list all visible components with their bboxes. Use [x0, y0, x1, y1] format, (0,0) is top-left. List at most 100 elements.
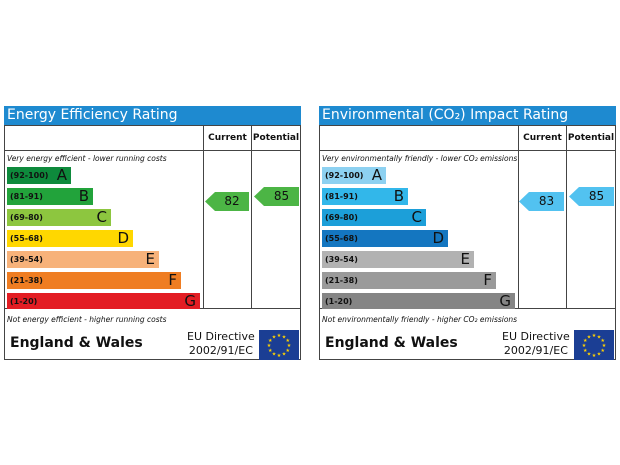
band-letter: B — [78, 187, 89, 205]
band-range: (92-100) — [325, 171, 364, 180]
panel-title: Energy Efficiency Rating — [4, 106, 301, 125]
svg-text:★: ★ — [277, 353, 282, 359]
band-letter: E — [145, 250, 155, 268]
band-range: (69-80) — [325, 213, 358, 222]
svg-text:★: ★ — [600, 338, 605, 344]
band-range: (21-38) — [10, 276, 43, 285]
column-divider — [203, 126, 204, 308]
potential-column-header: Potential — [567, 133, 615, 143]
top-note: Very energy efficient - lower running co… — [7, 154, 167, 163]
directive-line: EU Directive — [187, 330, 255, 343]
band-f: (21-38) F — [7, 272, 181, 289]
arrow-shape — [205, 192, 249, 211]
band-letter: F — [168, 271, 177, 289]
band-range: (39-54) — [10, 255, 43, 264]
eu-flag-icon: ★ ★★★★★★★★★★★ — [574, 330, 614, 360]
panel-title: Environmental (CO₂) Impact Rating — [319, 106, 616, 125]
directive-line: 2002/91/EC — [503, 344, 568, 357]
band-e: (39-54) E — [7, 251, 159, 268]
band-b: (81-91) B — [7, 188, 93, 205]
rating-frame: Current Potential Very energy efficient … — [4, 125, 301, 360]
svg-text:★: ★ — [592, 353, 597, 359]
column-divider — [566, 126, 567, 308]
band-letter: C — [411, 208, 422, 226]
eu-flag-icon: ★ ★★★★★★★★★★★ — [259, 330, 299, 360]
svg-text:★: ★ — [582, 343, 587, 349]
band-a: (92-100) A — [322, 167, 386, 184]
svg-text:★: ★ — [277, 333, 282, 339]
band-letter: A — [371, 166, 382, 184]
header-divider — [5, 150, 300, 151]
band-range: (81-91) — [325, 192, 358, 201]
svg-text:★: ★ — [268, 348, 273, 354]
band-d: (55-68) D — [7, 230, 133, 247]
band-range: (1-20) — [10, 297, 38, 306]
svg-text:★: ★ — [602, 343, 607, 349]
region-label: England & Wales — [325, 335, 458, 351]
energy-efficiency-panel: Energy Efficiency Rating Current Potenti… — [4, 106, 301, 360]
band-letter: G — [184, 292, 196, 310]
band-range: (81-91) — [10, 192, 43, 201]
svg-text:★: ★ — [592, 333, 597, 339]
svg-text:★: ★ — [267, 343, 272, 349]
environmental-impact-panel: Environmental (CO₂) Impact Rating Curren… — [319, 106, 616, 360]
bottom-note: Not energy efficient - higher running co… — [7, 315, 167, 324]
current-rating-value: 82 — [224, 194, 240, 208]
svg-text:★: ★ — [272, 352, 277, 358]
band-letter: E — [460, 250, 470, 268]
directive-line: 2002/91/EC — [188, 344, 253, 357]
current-rating-value: 83 — [538, 194, 555, 208]
svg-text:★: ★ — [272, 334, 277, 340]
band-range: (55-68) — [10, 234, 43, 243]
svg-text:★: ★ — [587, 352, 592, 358]
current-rating-arrow: 83 — [519, 192, 564, 211]
svg-text:★: ★ — [600, 348, 605, 354]
band-e: (39-54) E — [322, 251, 474, 268]
svg-text:★: ★ — [587, 334, 592, 340]
band-a: (92-100) A — [7, 167, 71, 184]
band-letter: D — [117, 229, 129, 247]
svg-text:★: ★ — [282, 352, 287, 358]
svg-text:★: ★ — [285, 338, 290, 344]
eu-directive: EU Directive 2002/91/EC — [502, 330, 570, 358]
band-c: (69-80) C — [7, 209, 111, 226]
svg-text:★: ★ — [597, 334, 602, 340]
rating-frame: Current Potential Very environmentally f… — [319, 125, 616, 360]
directive-line: EU Directive — [502, 330, 570, 343]
column-divider — [518, 126, 519, 308]
column-divider — [251, 126, 252, 308]
potential-column-header: Potential — [252, 133, 300, 143]
svg-text:★: ★ — [268, 338, 273, 344]
arrow-shape — [519, 192, 564, 211]
eu-directive: EU Directive 2002/91/EC — [187, 330, 255, 358]
arrow-shape — [569, 187, 614, 206]
top-note: Very environmentally friendly - lower CO… — [322, 154, 518, 163]
band-letter: G — [499, 292, 511, 310]
band-b: (81-91) B — [322, 188, 408, 205]
band-range: (92-100) — [10, 171, 49, 180]
band-c: (69-80) C — [322, 209, 426, 226]
svg-text:★: ★ — [583, 338, 588, 344]
band-range: (39-54) — [325, 255, 358, 264]
current-column-header: Current — [523, 133, 562, 143]
band-g: (1-20) G — [322, 293, 515, 309]
band-d: (55-68) D — [322, 230, 448, 247]
potential-rating-value: 85 — [273, 189, 290, 203]
bottom-note: Not environmentally friendly - higher CO… — [322, 315, 518, 324]
band-letter: D — [432, 229, 444, 247]
potential-rating-value: 85 — [588, 189, 605, 203]
arrow-shape — [254, 187, 299, 206]
band-letter: B — [393, 187, 404, 205]
potential-rating-arrow: 85 — [254, 187, 299, 206]
band-g: (1-20) G — [7, 293, 200, 309]
svg-text:★: ★ — [285, 348, 290, 354]
band-letter: C — [96, 208, 107, 226]
band-range: (55-68) — [325, 234, 358, 243]
svg-text:★: ★ — [597, 352, 602, 358]
band-letter: A — [56, 166, 67, 184]
current-rating-arrow: 82 — [205, 192, 249, 211]
svg-text:★: ★ — [282, 334, 287, 340]
header-divider — [320, 150, 615, 151]
band-range: (69-80) — [10, 213, 43, 222]
region-label: England & Wales — [10, 335, 143, 351]
